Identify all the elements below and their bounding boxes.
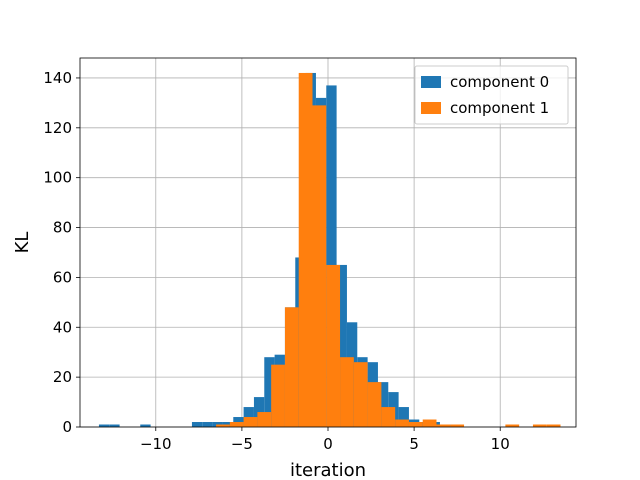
bar	[381, 407, 396, 427]
bar	[284, 307, 299, 427]
bar	[312, 105, 327, 428]
bar	[532, 424, 547, 427]
bar	[216, 424, 230, 427]
bar	[505, 424, 520, 427]
legend-box	[414, 65, 569, 125]
bar	[191, 422, 203, 427]
y-tick-label: 0	[62, 418, 72, 436]
x-tick-label: −10	[140, 435, 172, 453]
y-tick-label: 120	[43, 119, 72, 137]
y-tick-label: 60	[53, 268, 72, 286]
bar	[326, 264, 341, 427]
legend-label: component 1	[450, 99, 549, 117]
bar	[229, 422, 244, 427]
bar	[395, 419, 409, 427]
bar	[336, 264, 347, 427]
x-tick-label: 10	[491, 435, 510, 453]
bar	[326, 85, 337, 428]
y-tick-label: 20	[53, 368, 72, 386]
x-tick-label: −5	[231, 435, 253, 453]
bar	[377, 382, 389, 427]
bar	[109, 424, 120, 427]
legend-swatch	[421, 76, 441, 88]
x-axis-label: iteration	[290, 460, 366, 480]
y-axis-label: KL	[12, 232, 33, 254]
y-tick-label: 40	[53, 318, 72, 336]
legend-label: component 0	[450, 73, 549, 91]
bar	[298, 72, 313, 427]
bar	[98, 424, 110, 427]
bar	[436, 424, 451, 427]
bar	[271, 364, 285, 427]
legend: component 0 component 1	[414, 65, 569, 125]
bar	[243, 417, 258, 427]
bar	[202, 422, 213, 427]
bar	[140, 424, 151, 427]
bars	[98, 72, 561, 428]
bar	[422, 419, 437, 427]
bar	[353, 362, 368, 427]
y-tick-label: 80	[53, 219, 72, 237]
bar	[257, 412, 272, 427]
y-tick-label: 100	[43, 169, 72, 187]
bar	[264, 357, 275, 427]
x-tick-label: 0	[323, 435, 333, 453]
bar	[367, 382, 382, 427]
bar	[408, 422, 423, 427]
bar	[450, 424, 465, 427]
series-1	[216, 72, 561, 428]
x-tick-label: 5	[409, 435, 419, 453]
bar	[340, 357, 354, 427]
legend-swatch	[421, 102, 441, 114]
bar	[398, 407, 409, 427]
y-tick-label: 140	[43, 69, 72, 87]
bar	[546, 424, 561, 427]
